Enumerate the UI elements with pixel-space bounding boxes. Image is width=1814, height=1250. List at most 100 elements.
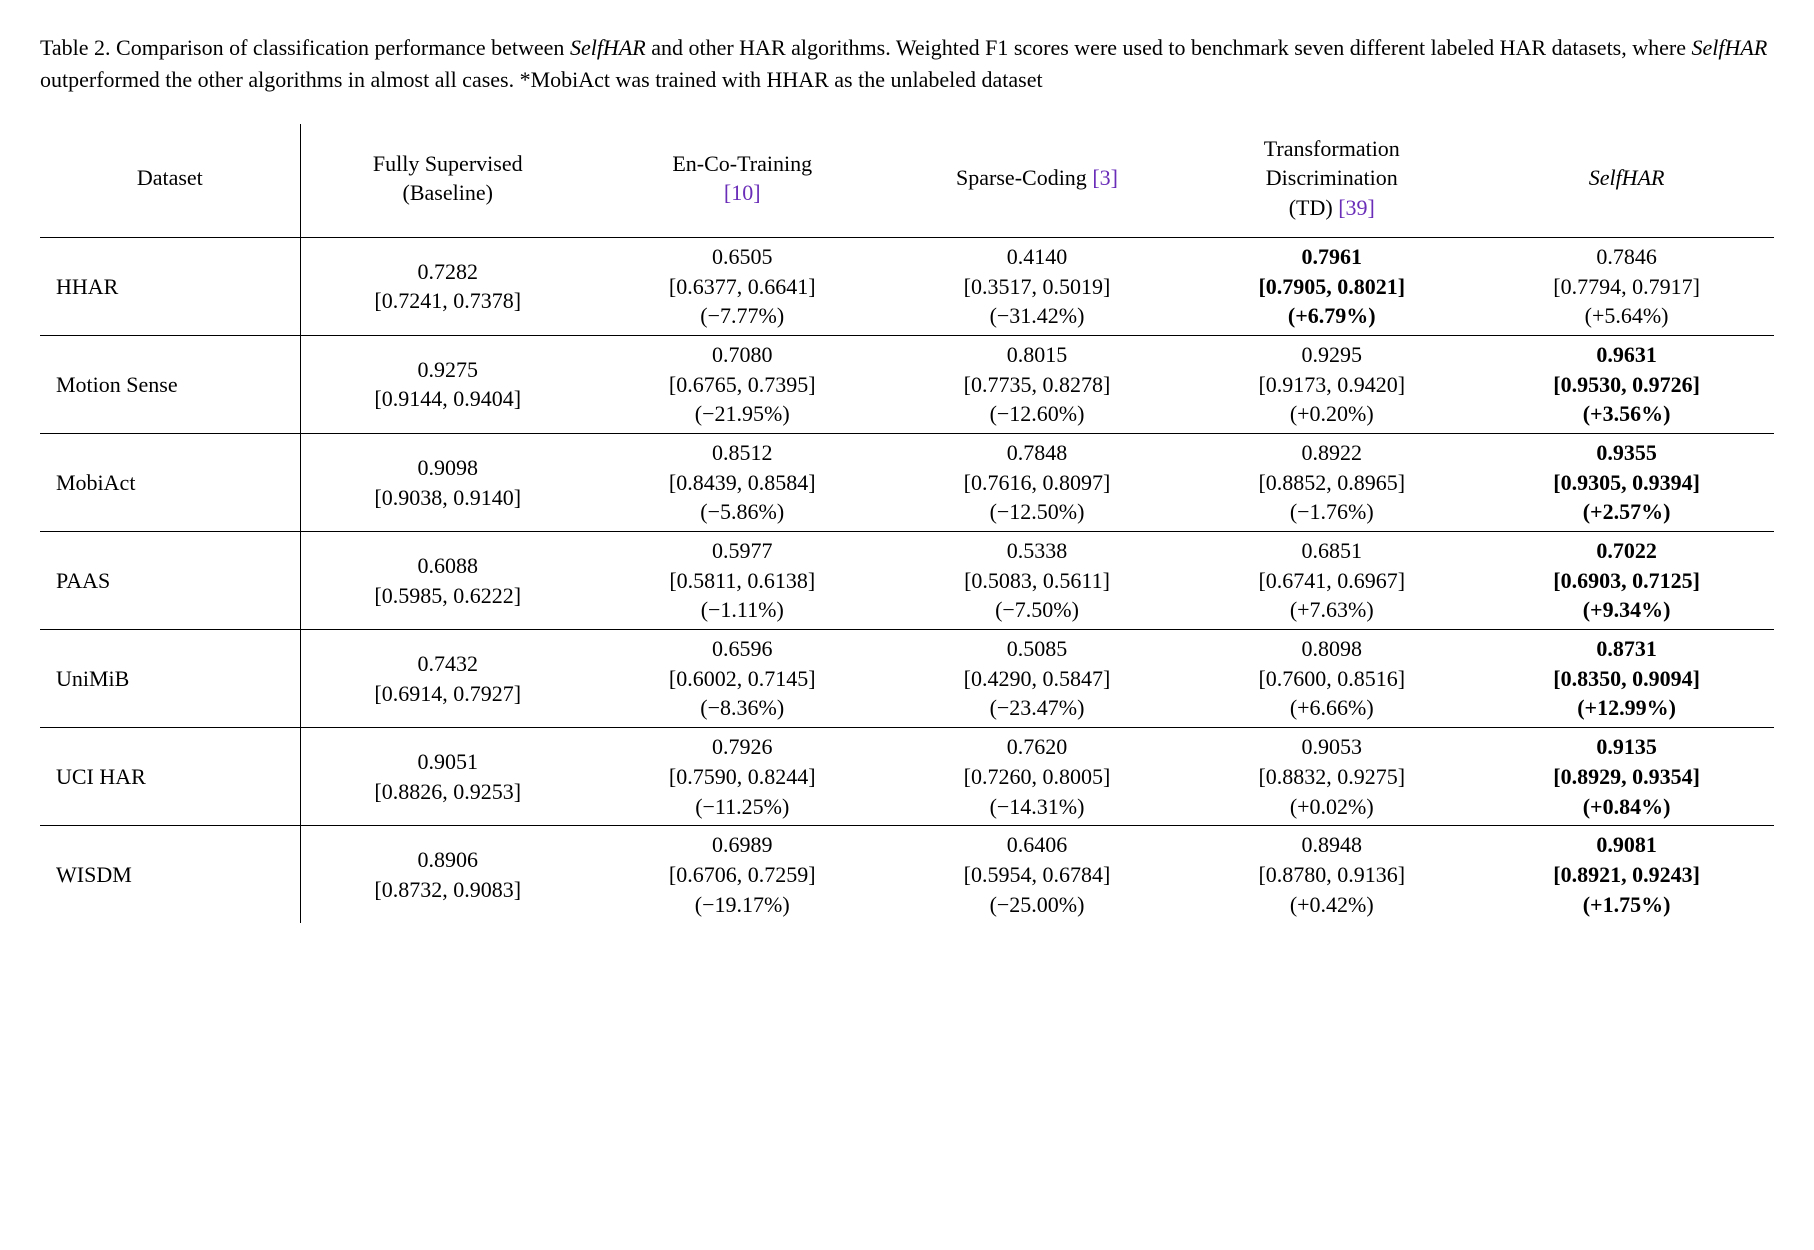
selfhar-cell: 0.9355[0.9305, 0.9394](+2.57%) (1479, 433, 1774, 531)
caption-selfhar-1: SelfHAR (570, 35, 646, 60)
col-sparse-l1: Sparse-Coding (956, 165, 1092, 190)
baseline-ci: [0.5985, 0.6222] (309, 581, 587, 611)
selfhar-cell-delta: (+1.75%) (1487, 890, 1766, 920)
selfhar-cell-ci: [0.9530, 0.9726] (1487, 370, 1766, 400)
enco-cell-val: 0.5977 (603, 536, 882, 566)
selfhar-cell: 0.9081[0.8921, 0.9243](+1.75%) (1479, 826, 1774, 924)
selfhar-cell: 0.9631[0.9530, 0.9726](+3.56%) (1479, 335, 1774, 433)
sparse-cell-ci: [0.7616, 0.8097] (898, 468, 1177, 498)
baseline-val: 0.9051 (309, 747, 587, 777)
sparse-cell-ci: [0.4290, 0.5847] (898, 664, 1177, 694)
sparse-cell: 0.4140[0.3517, 0.5019](−31.42%) (890, 237, 1185, 335)
enco-cell: 0.5977[0.5811, 0.6138](−1.11%) (595, 532, 890, 630)
enco-cell-ci: [0.8439, 0.8584] (603, 468, 882, 498)
td-cell: 0.9295[0.9173, 0.9420](+0.20%) (1184, 335, 1479, 433)
sparse-cell-ci: [0.7260, 0.8005] (898, 762, 1177, 792)
td-cell-delta: (+0.42%) (1192, 890, 1471, 920)
selfhar-cell-val: 0.9631 (1487, 340, 1766, 370)
baseline-cell: 0.7282[0.7241, 0.7378] (300, 237, 595, 335)
enco-cell: 0.8512[0.8439, 0.8584](−5.86%) (595, 433, 890, 531)
selfhar-cell: 0.7846[0.7794, 0.7917](+5.64%) (1479, 237, 1774, 335)
baseline-ci: [0.7241, 0.7378] (309, 286, 587, 316)
caption-selfhar-2: SelfHAR (1692, 35, 1768, 60)
baseline-cell: 0.6088[0.5985, 0.6222] (300, 532, 595, 630)
sparse-cell-val: 0.4140 (898, 242, 1177, 272)
td-cell-delta: (−1.76%) (1192, 497, 1471, 527)
enco-cell-ci: [0.6002, 0.7145] (603, 664, 882, 694)
col-td-l1: Transformation (1192, 134, 1471, 164)
dataset-name: MobiAct (40, 433, 300, 531)
enco-cell-ci: [0.6377, 0.6641] (603, 272, 882, 302)
col-enco-l1: En-Co-Training (603, 149, 882, 179)
baseline-cell: 0.7432[0.6914, 0.7927] (300, 630, 595, 728)
sparse-cell-ci: [0.5954, 0.6784] (898, 860, 1177, 890)
selfhar-cell-ci: [0.8929, 0.9354] (1487, 762, 1766, 792)
selfhar-cell-delta: (+5.64%) (1487, 301, 1766, 331)
td-cell-ci: [0.8780, 0.9136] (1192, 860, 1471, 890)
enco-cell-delta: (−7.77%) (603, 301, 882, 331)
enco-cell-ci: [0.6765, 0.7395] (603, 370, 882, 400)
selfhar-cell-val: 0.8731 (1487, 634, 1766, 664)
td-cell: 0.8948[0.8780, 0.9136](+0.42%) (1184, 826, 1479, 924)
selfhar-cell-delta: (+0.84%) (1487, 792, 1766, 822)
baseline-ci: [0.6914, 0.7927] (309, 679, 587, 709)
dataset-name: Motion Sense (40, 335, 300, 433)
col-dataset: Dataset (40, 124, 300, 238)
selfhar-cell-ci: [0.8350, 0.9094] (1487, 664, 1766, 694)
sparse-cell-delta: (−12.60%) (898, 399, 1177, 429)
col-selfhar: SelfHAR (1479, 124, 1774, 238)
baseline-ci: [0.8826, 0.9253] (309, 777, 587, 807)
enco-cell-val: 0.7926 (603, 732, 882, 762)
td-cell-delta: (+0.02%) (1192, 792, 1471, 822)
baseline-val: 0.7282 (309, 257, 587, 287)
td-cell-val: 0.8922 (1192, 438, 1471, 468)
enco-cell-delta: (−19.17%) (603, 890, 882, 920)
col-selfhar-label: SelfHAR (1589, 165, 1665, 190)
sparse-cell-delta: (−7.50%) (898, 595, 1177, 625)
selfhar-cell: 0.7022[0.6903, 0.7125](+9.34%) (1479, 532, 1774, 630)
td-cell-ci: [0.7600, 0.8516] (1192, 664, 1471, 694)
baseline-val: 0.9098 (309, 453, 587, 483)
baseline-val: 0.9275 (309, 355, 587, 385)
td-cell-delta: (+7.63%) (1192, 595, 1471, 625)
selfhar-cell-val: 0.9355 (1487, 438, 1766, 468)
td-cell-ci: [0.9173, 0.9420] (1192, 370, 1471, 400)
baseline-val: 0.7432 (309, 649, 587, 679)
enco-cell: 0.6989[0.6706, 0.7259](−19.17%) (595, 826, 890, 924)
col-baseline-l2: (Baseline) (309, 178, 587, 208)
baseline-cell: 0.9275[0.9144, 0.9404] (300, 335, 595, 433)
caption-prefix: Table 2. Comparison of classification pe… (40, 35, 570, 60)
td-cell-delta: (+0.20%) (1192, 399, 1471, 429)
td-cell: 0.9053[0.8832, 0.9275](+0.02%) (1184, 728, 1479, 826)
selfhar-cell-delta: (+3.56%) (1487, 399, 1766, 429)
baseline-ci: [0.9144, 0.9404] (309, 384, 587, 414)
td-cell-delta: (+6.79%) (1192, 301, 1471, 331)
td-cell-ci: [0.6741, 0.6967] (1192, 566, 1471, 596)
td-cell-val: 0.8948 (1192, 830, 1471, 860)
td-cell-val: 0.6851 (1192, 536, 1471, 566)
sparse-cell-ci: [0.5083, 0.5611] (898, 566, 1177, 596)
selfhar-cell-val: 0.7022 (1487, 536, 1766, 566)
enco-cell: 0.6596[0.6002, 0.7145](−8.36%) (595, 630, 890, 728)
col-sparse-cite: [3] (1092, 165, 1118, 190)
sparse-cell-val: 0.7848 (898, 438, 1177, 468)
sparse-cell-delta: (−23.47%) (898, 693, 1177, 723)
selfhar-cell-ci: [0.6903, 0.7125] (1487, 566, 1766, 596)
selfhar-cell-delta: (+2.57%) (1487, 497, 1766, 527)
sparse-cell-ci: [0.3517, 0.5019] (898, 272, 1177, 302)
selfhar-cell: 0.9135[0.8929, 0.9354](+0.84%) (1479, 728, 1774, 826)
sparse-cell: 0.8015[0.7735, 0.8278](−12.60%) (890, 335, 1185, 433)
baseline-ci: [0.9038, 0.9140] (309, 483, 587, 513)
col-td-l2: Discrimination (1192, 163, 1471, 193)
enco-cell-val: 0.7080 (603, 340, 882, 370)
enco-cell-val: 0.6989 (603, 830, 882, 860)
selfhar-cell-delta: (+9.34%) (1487, 595, 1766, 625)
caption-mid2: outperformed the other algorithms in alm… (40, 67, 1043, 92)
enco-cell-delta: (−1.11%) (603, 595, 882, 625)
selfhar-cell-ci: [0.9305, 0.9394] (1487, 468, 1766, 498)
col-sparse: Sparse-Coding [3] (890, 124, 1185, 238)
table-header: Dataset Fully Supervised (Baseline) En-C… (40, 124, 1774, 238)
td-cell: 0.6851[0.6741, 0.6967](+7.63%) (1184, 532, 1479, 630)
dataset-name: UCI HAR (40, 728, 300, 826)
sparse-cell-val: 0.7620 (898, 732, 1177, 762)
